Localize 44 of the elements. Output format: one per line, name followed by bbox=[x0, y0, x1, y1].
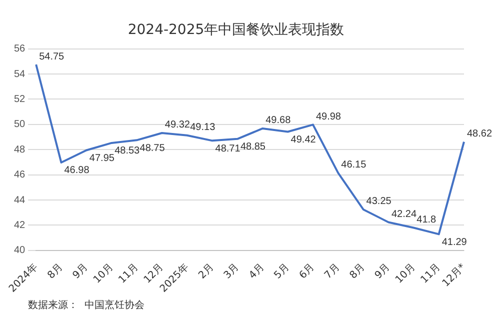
x-tick-label: 12月* bbox=[440, 262, 468, 290]
y-tick-label: 46 bbox=[14, 170, 26, 181]
data-label: 42.24 bbox=[391, 208, 417, 220]
data-label: 48.53 bbox=[114, 146, 140, 157]
data-label: 48.85 bbox=[240, 142, 266, 153]
data-label: 54.75 bbox=[39, 51, 65, 62]
x-tick-label: 8月 bbox=[348, 262, 368, 282]
y-tick-label: 48 bbox=[14, 144, 26, 156]
data-label: 49.98 bbox=[316, 111, 342, 122]
data-label: 46.15 bbox=[341, 160, 367, 171]
x-tick-label: 5月 bbox=[272, 262, 292, 282]
y-tick-label: 54 bbox=[14, 68, 26, 80]
data-label: 49.32 bbox=[164, 120, 190, 131]
x-tick-label: 9月 bbox=[373, 262, 392, 282]
y-tick-label: 52 bbox=[14, 94, 26, 105]
x-tick-label: 11月 bbox=[116, 262, 141, 286]
x-tick-label: 6月 bbox=[298, 262, 317, 282]
x-tick-label: 11月 bbox=[418, 262, 443, 286]
data-label: 48.71 bbox=[215, 143, 241, 154]
data-label: 48.75 bbox=[140, 142, 166, 154]
x-tick-label: 3月 bbox=[222, 262, 242, 282]
x-tick-label: 9月 bbox=[71, 262, 90, 282]
x-tick-label: 10月 bbox=[394, 262, 418, 286]
y-tick-label: 40 bbox=[14, 245, 26, 256]
data-label: 48.62 bbox=[467, 128, 492, 140]
y-tick-label: 50 bbox=[14, 119, 26, 130]
x-tick-label: 10月 bbox=[92, 262, 116, 286]
data-label: 43.25 bbox=[366, 196, 392, 208]
data-label: 49.13 bbox=[190, 122, 216, 134]
data-label: 49.42 bbox=[290, 134, 316, 146]
data-label: 41.8 bbox=[416, 214, 437, 226]
x-tick-label: 8月 bbox=[46, 262, 66, 282]
y-tick-label: 56 bbox=[14, 44, 26, 55]
data-label: 47.95 bbox=[89, 153, 115, 164]
data-label: 46.98 bbox=[64, 165, 90, 176]
x-tick-label: 7月 bbox=[322, 262, 342, 282]
data-label: 41.29 bbox=[442, 236, 468, 248]
chart-title: 2024-2025年中国餐饮业表现指数 bbox=[128, 22, 344, 38]
x-tick-label: 4月 bbox=[247, 262, 267, 282]
data-label: 49.68 bbox=[266, 115, 292, 126]
x-tick-label: 2月 bbox=[196, 262, 216, 282]
y-tick-label: 42 bbox=[14, 220, 26, 231]
y-tick-label: 44 bbox=[14, 194, 26, 206]
source-note: 数据来源： 中国烹饪协会 bbox=[28, 298, 146, 312]
